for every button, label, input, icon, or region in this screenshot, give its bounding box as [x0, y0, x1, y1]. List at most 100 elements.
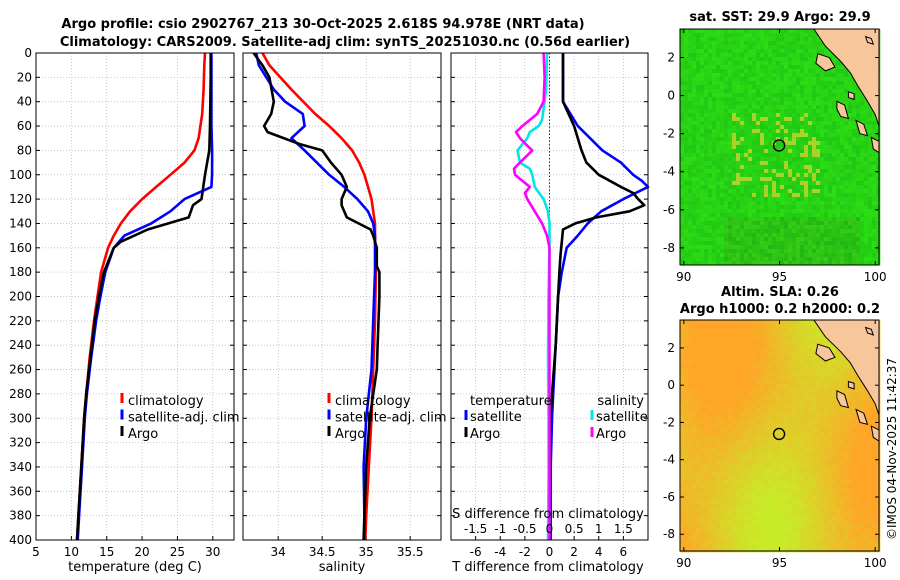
map-cell	[740, 396, 745, 401]
map-cell	[804, 384, 809, 389]
map-cell	[820, 384, 825, 389]
map-cell	[864, 436, 869, 441]
map-cell	[868, 197, 873, 202]
map-cell	[732, 57, 737, 62]
map-cell	[720, 141, 725, 146]
map-cell	[752, 181, 757, 186]
map-cell	[836, 197, 841, 202]
map-cell	[720, 352, 725, 357]
map-cell	[688, 29, 693, 34]
map-cell	[788, 97, 793, 102]
map-cell	[696, 384, 701, 389]
map-cell	[724, 368, 729, 373]
map-cell	[744, 57, 749, 62]
map-cell	[776, 257, 781, 262]
map-cell	[740, 33, 745, 38]
map-cell	[820, 336, 825, 341]
map-cell	[724, 444, 729, 449]
map-cell	[764, 320, 769, 325]
map-cell	[792, 221, 797, 226]
map-cell	[800, 225, 805, 230]
map-cell	[720, 169, 725, 174]
map-cell	[720, 436, 725, 441]
map-cell	[840, 197, 845, 202]
map-cell	[856, 173, 861, 178]
map-cell	[860, 436, 865, 441]
map-cell	[828, 205, 833, 210]
map-cell	[828, 77, 833, 82]
map-cell	[844, 448, 849, 453]
map-cell	[712, 137, 717, 142]
map-cell	[828, 257, 833, 262]
map-cell	[732, 61, 737, 66]
map-cell	[832, 169, 837, 174]
map-cell	[716, 49, 721, 54]
map-cell	[840, 261, 845, 266]
map-cell	[796, 33, 801, 38]
map-cell	[768, 340, 773, 345]
map-cell	[736, 257, 741, 262]
map-cell	[852, 261, 857, 266]
map-cell	[760, 348, 765, 353]
map-cell	[812, 432, 817, 437]
map-cell	[764, 209, 769, 214]
map-cell	[716, 324, 721, 329]
map-cell	[784, 145, 789, 150]
map-cell	[776, 404, 781, 409]
map-cell	[816, 145, 821, 150]
map-cell	[744, 340, 749, 345]
map-cell	[748, 444, 753, 449]
map-cell	[848, 241, 853, 246]
map-cell	[848, 169, 853, 174]
map-cell	[696, 416, 701, 421]
map-cell	[820, 197, 825, 202]
map-cell	[716, 177, 721, 182]
map-cell	[820, 109, 825, 114]
map-cell	[800, 332, 805, 337]
map-cell	[872, 201, 877, 206]
map-cell	[836, 121, 841, 126]
map-cell	[688, 428, 693, 433]
map-cell	[816, 81, 821, 86]
map-cell	[796, 153, 801, 158]
map-cell	[692, 129, 697, 134]
map-cell	[760, 205, 765, 210]
map-cell	[856, 193, 861, 198]
map-cell	[736, 217, 741, 222]
map-cell	[804, 404, 809, 409]
map-cell	[832, 221, 837, 226]
map-cell	[796, 372, 801, 377]
map-cell	[736, 245, 741, 250]
map-cell	[704, 49, 709, 54]
map-cell	[688, 221, 693, 226]
map-cell	[692, 193, 697, 198]
map-cell	[700, 356, 705, 361]
map-cell	[776, 388, 781, 393]
map-cell	[840, 257, 845, 262]
map-cell	[860, 221, 865, 226]
map-cell	[756, 45, 761, 50]
map-cell	[824, 197, 829, 202]
map-cell	[704, 105, 709, 110]
map-cell	[776, 221, 781, 226]
difference-series-line	[516, 52, 551, 541]
map-cell	[692, 49, 697, 54]
map-cell	[808, 77, 813, 82]
map-cell	[684, 161, 689, 166]
map-cell	[720, 384, 725, 389]
map-cell	[816, 229, 821, 234]
map-cell	[780, 221, 785, 226]
map-cell	[704, 233, 709, 238]
map-cell	[716, 105, 721, 110]
map-cell	[740, 424, 745, 429]
map-cell	[752, 125, 757, 130]
map-cell	[780, 332, 785, 337]
map-cell	[744, 169, 749, 174]
map-cell	[700, 213, 705, 218]
map-cell	[804, 440, 809, 445]
map-cell	[764, 388, 769, 393]
map-cell	[684, 221, 689, 226]
map-cell	[728, 137, 733, 142]
x-tick-label: 35.5	[397, 545, 424, 559]
